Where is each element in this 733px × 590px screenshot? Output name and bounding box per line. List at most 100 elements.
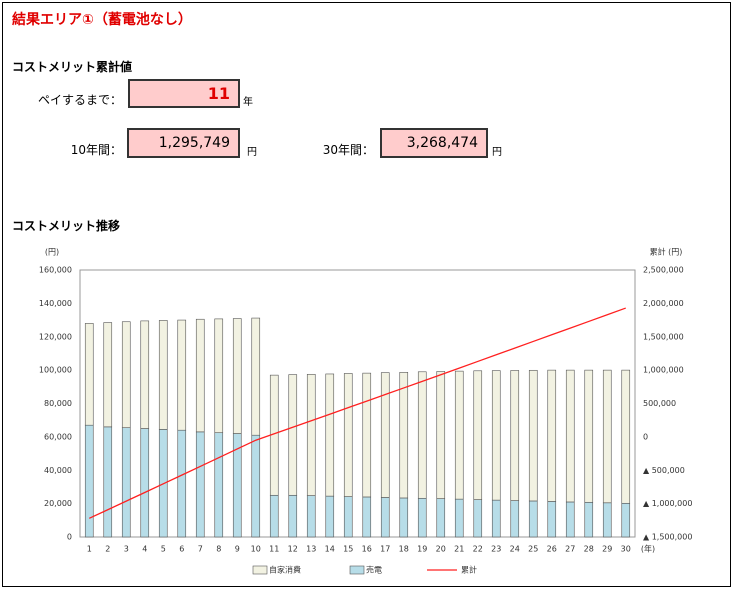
x-tick-label: 12 (288, 545, 298, 554)
bar-segment (306, 495, 316, 538)
bar-segment (84, 424, 94, 538)
y2-tick-label: ▲ 500,000 (643, 466, 685, 475)
x-tick-label: 20 (436, 545, 446, 554)
bar-segment (325, 495, 335, 538)
bar-segment (510, 370, 520, 501)
y-tick-label: 80,000 (44, 399, 72, 408)
bar-segment (232, 318, 242, 434)
bar-segment (473, 370, 483, 500)
unit: 円 (247, 147, 257, 158)
y2-tick-label: 2,000,000 (643, 299, 684, 308)
x-tick-label: 18 (399, 545, 409, 554)
bar-segment (454, 370, 464, 500)
bar-segment (362, 496, 372, 538)
y2-tick-label: ▲ 1,000,000 (643, 499, 692, 508)
bar-segment (584, 369, 594, 503)
bar-segment (602, 502, 612, 538)
bar-segment (584, 501, 594, 538)
x-tick-label: 15 (343, 545, 353, 554)
x-tick-label: 4 (142, 545, 147, 554)
bar-segment (436, 498, 446, 538)
value-box: 11 (128, 79, 240, 108)
bar-segment (547, 369, 557, 502)
label: 10年間： (70, 143, 122, 157)
x-tick-label: 16 (362, 545, 372, 554)
x-tick-label: 13 (306, 545, 316, 554)
bar-segment (399, 497, 409, 538)
x-tick-label: 3 (124, 545, 129, 554)
bar-segment (510, 500, 520, 538)
x-tick-label: 27 (565, 545, 575, 554)
bar-segment (140, 428, 150, 538)
x-tick-label: 5 (161, 545, 166, 554)
y-tick-label: 160,000 (39, 266, 72, 275)
bar-segment (177, 429, 187, 538)
legend-swatch (252, 565, 268, 575)
bar-segment (121, 321, 131, 428)
x-tick-label: 9 (235, 545, 240, 554)
x-tick-label: 8 (216, 545, 221, 554)
x-tick-label: 26 (547, 545, 557, 554)
x-tick-label: 23 (491, 545, 501, 554)
bar-segment (121, 427, 131, 538)
y-tick-label: 140,000 (39, 299, 72, 308)
bar-segment (195, 318, 205, 433)
legend-label: 自家消費 (269, 565, 301, 575)
x-tick-label: 14 (325, 545, 335, 554)
x-tick-label: 22 (473, 545, 483, 554)
bar-segment (565, 501, 575, 538)
unit: 年 (243, 97, 253, 108)
bar-segment (269, 494, 279, 538)
x-tick-label: 21 (454, 545, 464, 554)
bar-segment (565, 369, 575, 503)
label: ペイするまで： (37, 93, 122, 107)
bar-segment (417, 497, 427, 538)
bar-segment (491, 499, 501, 538)
y-axis-label: (円) (45, 248, 59, 257)
y2-tick-label: 500,000 (643, 399, 676, 408)
y2-tick-label: 1,000,000 (643, 366, 684, 375)
x-tick-label: 6 (179, 545, 184, 554)
bar-segment (380, 497, 390, 538)
x-tick-label: 10 (251, 545, 261, 554)
bar-segment (380, 372, 390, 498)
y-tick-label: 40,000 (44, 466, 72, 475)
bar-segment (84, 323, 94, 426)
x-tick-label: 11 (269, 545, 279, 554)
value-box: 3,268,474 (380, 128, 488, 158)
bar-segment (325, 373, 335, 497)
title: 結果エリア①（蓄電池なし） (12, 12, 192, 28)
bar-segment (547, 501, 557, 538)
bar-segment (251, 434, 261, 538)
bar-segment (417, 371, 427, 499)
bar-segment (362, 372, 372, 498)
x-tick-label: 25 (528, 545, 538, 554)
plot-area (79, 269, 636, 538)
line (88, 307, 626, 519)
bar-segment (621, 502, 631, 538)
x-tick-label: 1 (87, 545, 92, 554)
y2-tick-label: 1,500,000 (643, 332, 684, 341)
bar-segment (473, 499, 483, 538)
bar-segment (288, 494, 298, 538)
y-tick-label: 120,000 (39, 332, 72, 341)
bar-segment (454, 498, 464, 538)
bar-segment (103, 426, 113, 538)
bar-segment (436, 371, 446, 499)
y2-tick-label: 0 (643, 432, 648, 441)
legend-swatch (349, 565, 365, 575)
bar-segment (195, 431, 205, 538)
x-tick-label: 29 (602, 545, 612, 554)
y-tick-label: 0 (67, 533, 72, 542)
bar-segment (602, 369, 612, 504)
bar-segment (343, 496, 353, 538)
y2-axis-label: 累計 (円) (650, 247, 683, 257)
bar-segment (103, 322, 113, 428)
bar-segment (621, 369, 631, 504)
bar-segment (399, 371, 409, 499)
value-box: 1,295,749 (127, 128, 240, 158)
bar-segment (140, 320, 150, 429)
x-axis-label: (年) (641, 544, 655, 554)
